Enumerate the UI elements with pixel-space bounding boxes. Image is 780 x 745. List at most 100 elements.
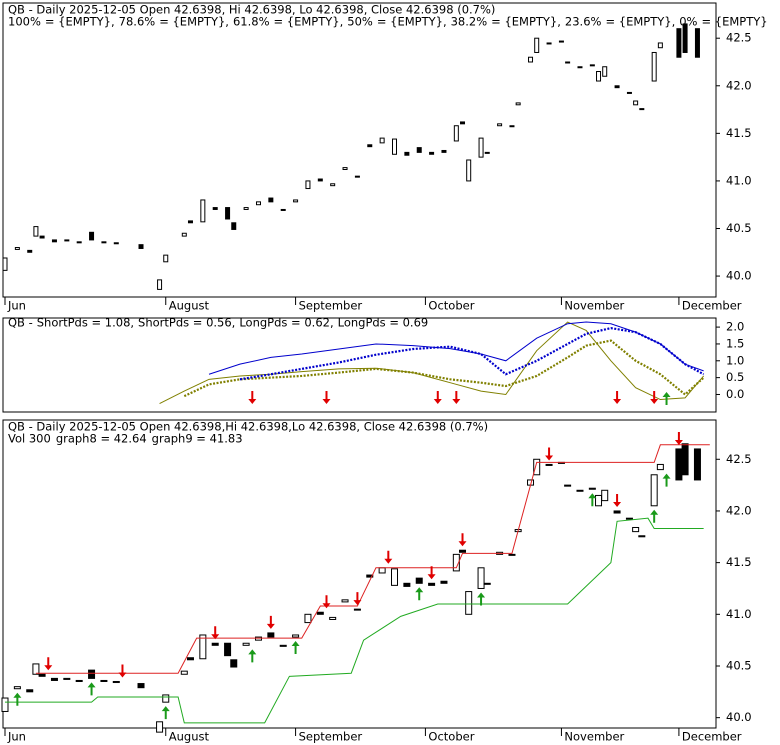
candle: [304, 613, 312, 624]
candle: [341, 599, 349, 603]
legend-text: 61.8%: [233, 15, 270, 29]
candle: [639, 108, 645, 111]
y-tick-label: 42.5: [726, 31, 752, 45]
buy-arrow: [13, 692, 22, 706]
candle: [50, 677, 58, 681]
candle: [466, 159, 472, 182]
buy-arrow: [87, 682, 96, 696]
candle: [113, 242, 119, 245]
candle: [614, 85, 620, 89]
candle: [477, 567, 485, 589]
candle: [13, 686, 21, 690]
candle: [379, 137, 385, 144]
y-tick-label: 40.0: [726, 269, 752, 283]
candle: [33, 226, 39, 237]
candle: [378, 567, 386, 574]
buy-arrow: [415, 587, 424, 601]
legend-text: 0%: [679, 15, 697, 29]
candle: [675, 448, 683, 481]
x-tick-label: August: [169, 299, 210, 313]
x-tick-label: August: [169, 730, 210, 744]
candle: [293, 199, 299, 203]
series-line: [208, 321, 704, 375]
sell-arrow: [674, 431, 683, 445]
candle: [478, 137, 484, 158]
legend-text: LongPds = 0.69: [338, 316, 429, 330]
sell-arrow: [118, 664, 127, 678]
x-tick-label: November: [564, 299, 624, 313]
candle: [626, 91, 632, 94]
candle: [1, 697, 9, 712]
legend-text: LongPds = 0.62,: [239, 316, 333, 330]
candle: [267, 632, 275, 638]
candle: [392, 138, 398, 155]
sell-arrow: [613, 391, 622, 404]
candle: [533, 458, 541, 476]
sell-arrow: [384, 550, 393, 564]
candle: [279, 644, 287, 647]
y-tick-label: 42.0: [726, 503, 752, 517]
candle: [403, 582, 411, 587]
candle: [367, 144, 373, 148]
y-tick-label: 2.0: [726, 320, 744, 334]
candle: [101, 241, 107, 244]
candle: [415, 577, 423, 584]
candle: [230, 659, 238, 668]
series-line: [5, 517, 704, 724]
x-tick-label: October: [428, 730, 474, 744]
candle: [242, 642, 250, 646]
candle: [460, 121, 466, 125]
buy-arrow: [662, 392, 671, 405]
legend-text: QB -: [8, 316, 33, 330]
candle: [353, 608, 361, 611]
legend-text: = {EMPTY},: [159, 15, 229, 29]
candle: [528, 56, 534, 63]
buy-arrow: [588, 493, 597, 507]
legend-text: graph9 = 41.83: [152, 432, 243, 446]
buy-arrow: [477, 592, 486, 606]
candle: [656, 463, 664, 471]
candle: [32, 663, 40, 675]
candle: [186, 657, 194, 661]
candle: [693, 448, 701, 481]
candle: [14, 247, 20, 250]
candle: [243, 207, 249, 210]
candle: [602, 66, 608, 77]
candle: [576, 489, 584, 492]
sell-arrow: [322, 595, 331, 609]
candle: [38, 673, 46, 677]
legend-text: 78.6%: [119, 15, 156, 29]
y-tick-label: 1.5: [726, 336, 744, 350]
candle: [100, 679, 108, 682]
candle: [452, 553, 460, 572]
y-tick-label: 0.5: [726, 370, 744, 384]
legend-text: = {EMPTY},: [605, 15, 675, 29]
buy-arrow: [291, 641, 300, 655]
legend-text: graph8 = 42.64: [56, 432, 147, 446]
sell-arrow: [452, 391, 461, 404]
candle: [588, 487, 596, 490]
sell-arrow: [427, 566, 436, 580]
sell-arrow: [353, 592, 362, 606]
series-line: [239, 326, 705, 381]
candle: [292, 634, 300, 638]
y-tick-label: 1.0: [726, 353, 744, 367]
x-tick-label: December: [682, 299, 742, 313]
legend-text: ShortPds = 0.56,: [138, 316, 235, 330]
buy-arrow: [662, 473, 671, 487]
candle: [88, 669, 96, 679]
candle: [63, 677, 71, 680]
x-tick-label: November: [564, 730, 624, 744]
x-tick-label: Jun: [7, 730, 26, 744]
buy-arrow: [650, 509, 659, 523]
legend-text: 100%: [8, 15, 41, 29]
x-tick-label: Jun: [7, 299, 26, 313]
candle: [558, 40, 564, 43]
candle: [317, 178, 323, 182]
candle: [546, 42, 552, 45]
x-tick-label: September: [299, 299, 363, 313]
y-tick-label: 0.0: [726, 387, 744, 401]
y-tick-label: 42.5: [726, 452, 752, 466]
candle: [138, 244, 144, 249]
candle: [76, 241, 82, 244]
